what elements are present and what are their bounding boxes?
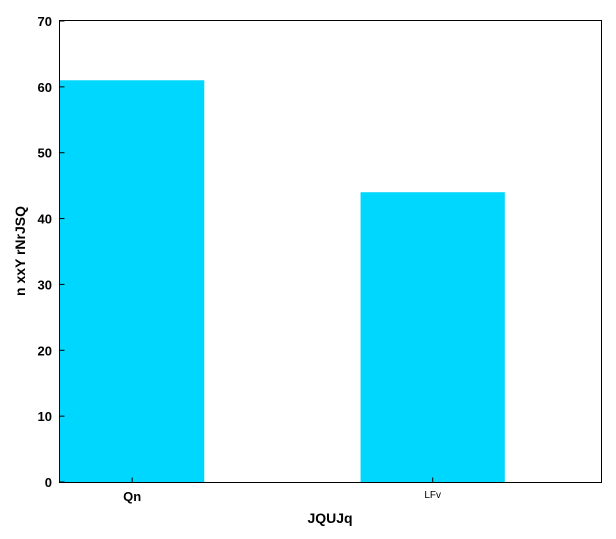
- y-axis-label: n xxY rNrJSQ: [12, 206, 28, 296]
- plot-frame: [59, 20, 602, 483]
- x-tick-label-lfv: LFv: [424, 490, 441, 501]
- x-tick-label-qn: Qn: [123, 489, 141, 504]
- y-tick-label: 30: [38, 277, 52, 292]
- y-axis-ticks: 0 10 20 30 40 50 60 70: [38, 14, 65, 490]
- y-tick-label: 50: [38, 146, 52, 161]
- y-tick-label: 0: [45, 475, 52, 490]
- x-axis-label: JQUJq: [307, 510, 352, 526]
- y-tick-label: 10: [38, 409, 52, 424]
- y-tick-label: 20: [38, 343, 52, 358]
- y-tick-label: 40: [38, 212, 52, 227]
- bars-layer: [60, 80, 505, 483]
- y-tick-label: 60: [38, 80, 52, 95]
- y-tick-label: 70: [38, 14, 52, 29]
- x-axis-ticks: Qn LFv: [123, 477, 441, 504]
- bar-qn: [60, 80, 205, 483]
- bar-lfv: [360, 192, 505, 482]
